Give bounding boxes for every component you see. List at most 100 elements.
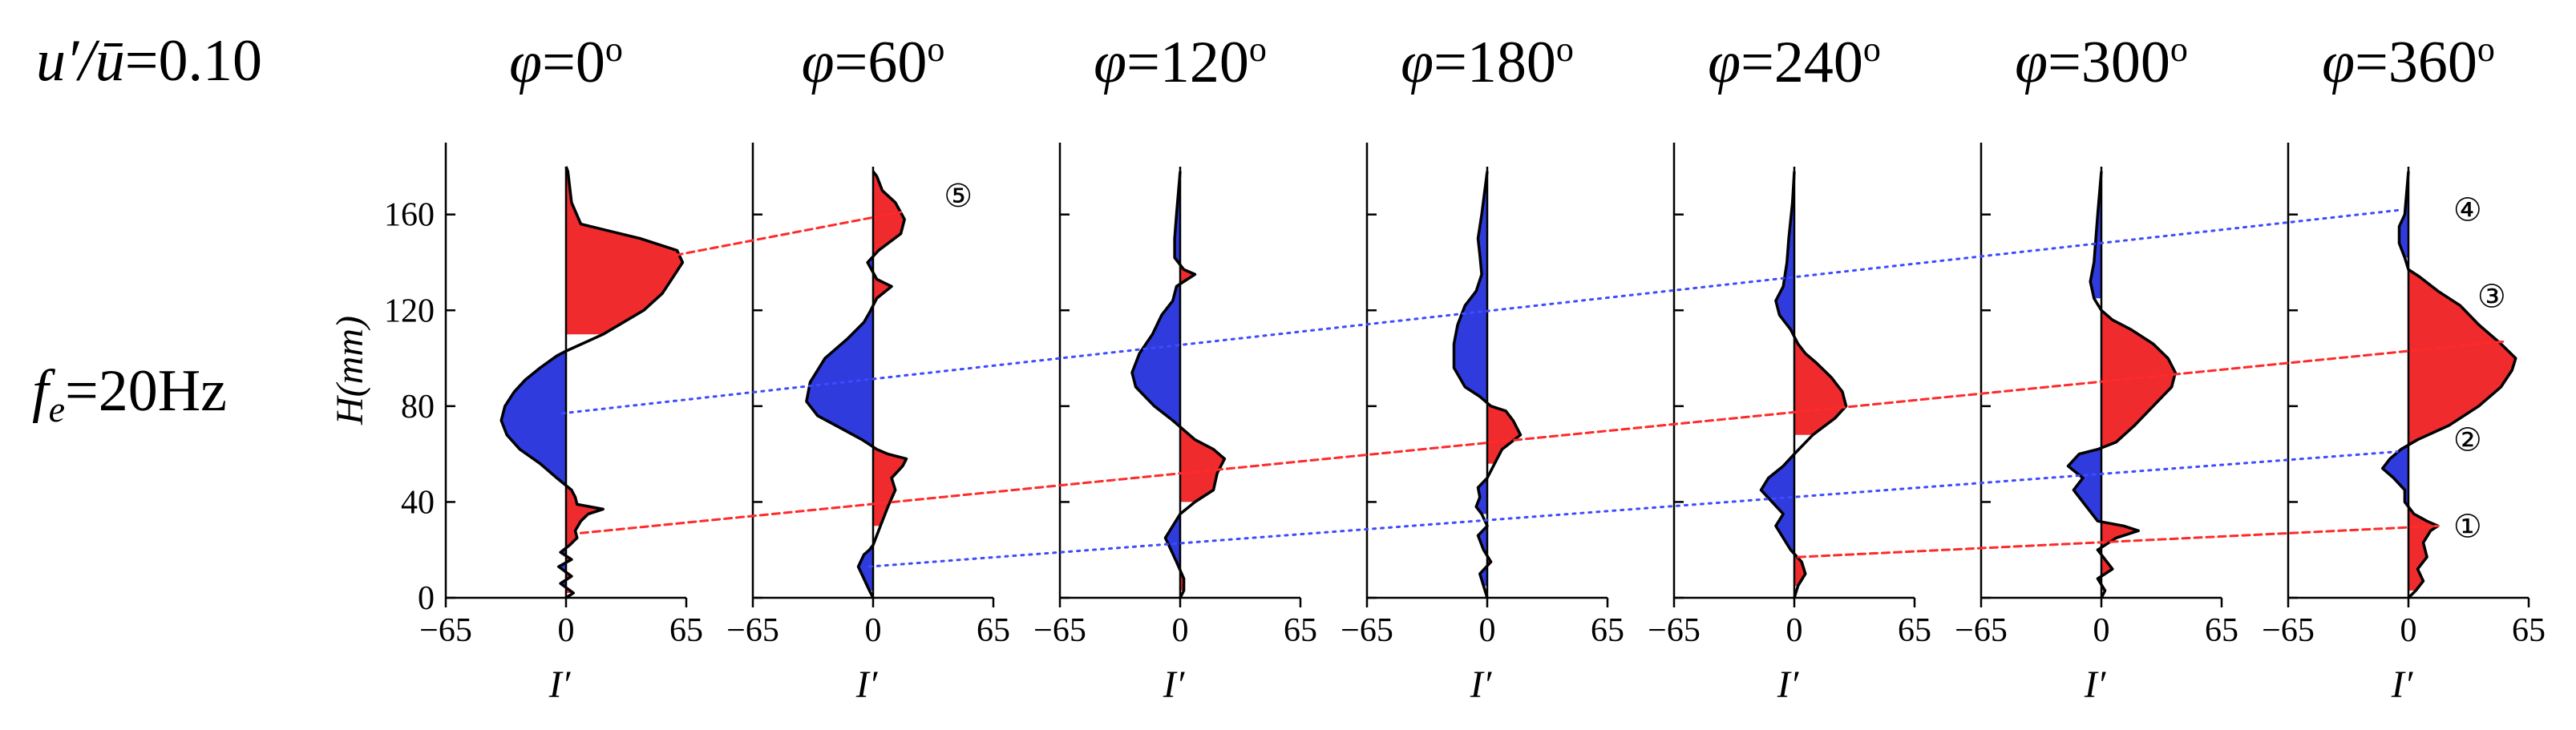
negative-lobe-3-0: [1479, 566, 1487, 587]
phi-symbol: φ: [802, 30, 835, 95]
intensity-u: u: [36, 28, 66, 94]
profile-curve-2: [1130, 171, 1227, 599]
phase-value: =60: [835, 30, 928, 95]
x-axis-title: I′: [1777, 663, 1800, 706]
phase-value: =180: [1434, 30, 1556, 95]
y-axis-title: H(mm): [329, 316, 371, 425]
x-axis-title: I′: [1163, 663, 1186, 706]
panel-phi-5: −65 0 65 I′ φ=300o: [1955, 30, 2238, 706]
y-tick-label: 160: [384, 197, 435, 234]
degree-sign: o: [2170, 30, 2188, 69]
x-tick-label: 0: [558, 612, 575, 649]
intensity-value: =0.10: [125, 28, 262, 94]
positive-lobe-1-1: [873, 446, 907, 526]
degree-sign: o: [927, 30, 944, 69]
y-tick-label: 80: [401, 389, 435, 425]
wave-2-blue-line: [867, 450, 2399, 568]
positive-lobe-0-8: [566, 166, 683, 335]
panel-phi-3: −65 0 65 I′ φ=180o: [1341, 30, 1624, 706]
x-tick-label: 0: [1786, 612, 1803, 649]
phi-symbol: φ: [1708, 30, 1741, 95]
x-tick-label: 0: [2400, 612, 2417, 649]
negative-lobe-2-3: [1132, 284, 1180, 427]
marker-2: ③: [2477, 278, 2506, 314]
panel-title: φ=240o: [1708, 30, 1881, 95]
positive-lobe-6-2: [2408, 269, 2516, 446]
x-axis-title: I′: [2391, 663, 2414, 706]
positive-lobe-2-2: [1180, 426, 1225, 502]
frequency-value: =20Hz: [65, 358, 227, 424]
x-tick-label: −65: [419, 612, 472, 649]
marker-4: ①: [2453, 508, 2482, 544]
negative-lobe-1-2: [806, 305, 873, 447]
marker-0: ⑤: [944, 178, 973, 214]
x-tick-label: −65: [1648, 612, 1700, 649]
x-axis-title: I′: [2084, 663, 2107, 706]
phi-symbol: φ: [2322, 30, 2355, 95]
negative-lobe-2-1: [1165, 514, 1180, 571]
x-tick-label: −65: [1033, 612, 1086, 649]
frequency-subscript: e: [49, 389, 65, 430]
x-tick-label: 65: [1284, 612, 1317, 649]
x-axis-title: I′: [1470, 663, 1493, 706]
x-tick-label: 0: [1172, 612, 1189, 649]
phase-value: =300: [2048, 30, 2170, 95]
connector-lines-group: [560, 208, 2506, 568]
x-tick-label: −65: [726, 612, 779, 649]
phi-symbol: φ: [1401, 30, 1434, 95]
negative-lobe-1-0: [858, 545, 873, 591]
phi-symbol: φ: [1094, 30, 1126, 95]
y-tick-label: 0: [418, 580, 435, 617]
x-tick-label: 65: [1898, 612, 1931, 649]
x-tick-label: 0: [865, 612, 882, 649]
degree-sign: o: [2477, 30, 2495, 69]
intensity-label: u′/ū=0.10: [36, 28, 262, 94]
y-tick-label: 40: [401, 484, 435, 521]
wave-1-red-line: [1797, 524, 2440, 559]
marker-1: ④: [2453, 192, 2482, 228]
marker-3: ②: [2453, 422, 2482, 458]
phase-value: =360: [2355, 30, 2477, 95]
negative-lobe-6-3: [2399, 171, 2408, 258]
panel-title: φ=180o: [1401, 30, 1574, 95]
panel-title: φ=120o: [1094, 30, 1267, 95]
x-tick-label: 65: [977, 612, 1010, 649]
negative-lobe-0-7: [501, 351, 566, 486]
x-tick-label: 65: [1591, 612, 1624, 649]
panel-phi-6: −65 0 65 I′ φ=360o: [2262, 30, 2546, 706]
profile-curve-6: [2380, 171, 2517, 599]
panel-title: φ=0o: [509, 30, 623, 95]
panel-phi-4: −65 0 65 I′ φ=240o: [1648, 30, 1931, 706]
wave-mid-red-line: [579, 340, 2506, 534]
profile-curve-3: [1452, 171, 1523, 599]
x-tick-label: 65: [669, 612, 703, 649]
profile-curve-4: [1759, 171, 1848, 599]
panel-title: φ=60o: [802, 30, 945, 95]
phase-value: =240: [1741, 30, 1863, 95]
peak-5-line: [673, 211, 903, 257]
negative-lobe-5-7: [2090, 171, 2101, 299]
x-tick-label: −65: [2262, 612, 2315, 649]
degree-sign: o: [1556, 30, 1574, 69]
x-tick-label: 0: [1479, 612, 1496, 649]
frequency-label: fe=20Hz: [32, 358, 227, 430]
panel-title: φ=360o: [2322, 30, 2495, 95]
negative-lobe-4-3: [1775, 171, 1794, 337]
x-tick-label: 65: [2205, 612, 2238, 649]
phase-value: =0: [542, 30, 605, 95]
phase-value: =120: [1126, 30, 1249, 95]
profile-curve-0: [499, 166, 685, 599]
negative-lobe-3-5: [1454, 171, 1487, 403]
panel-title: φ=300o: [2015, 30, 2188, 95]
x-tick-label: −65: [1341, 612, 1393, 649]
phi-symbol: φ: [2015, 30, 2048, 95]
profile-curve-1: [805, 170, 908, 599]
y-tick-label: 120: [384, 292, 435, 329]
intensity-prime: ′: [66, 28, 80, 94]
intensity-ubar: ū: [95, 28, 125, 94]
phi-symbol: φ: [509, 30, 542, 95]
x-axis-title: I′: [855, 663, 879, 706]
